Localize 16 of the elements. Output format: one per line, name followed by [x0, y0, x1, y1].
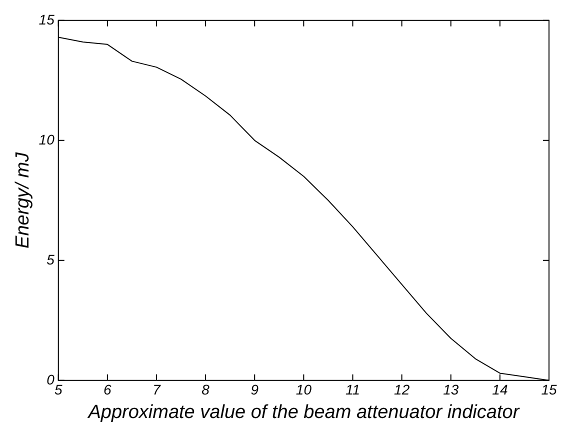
x-tick-label: 15 [541, 382, 557, 398]
y-tick-label: 10 [38, 131, 55, 148]
x-tick-label: 14 [492, 382, 508, 398]
y-axis-title: Energy/ mJ [12, 152, 34, 248]
x-tick-label: 10 [296, 382, 312, 398]
x-tick-label: 7 [152, 382, 162, 398]
x-tick-label: 9 [250, 382, 259, 398]
y-tick-label: 5 [46, 251, 55, 268]
y-tick-label: 15 [38, 11, 55, 28]
x-tick-label: 12 [394, 382, 410, 398]
x-tick-label: 6 [104, 382, 112, 398]
x-tick-label: 13 [443, 382, 459, 398]
x-axis-title: Approximate value of the beam attenuator indicator [87, 402, 520, 423]
x-tick-label: 8 [202, 382, 210, 398]
x-tick-label: 11 [345, 382, 360, 398]
y-tick-label: 0 [46, 371, 55, 388]
